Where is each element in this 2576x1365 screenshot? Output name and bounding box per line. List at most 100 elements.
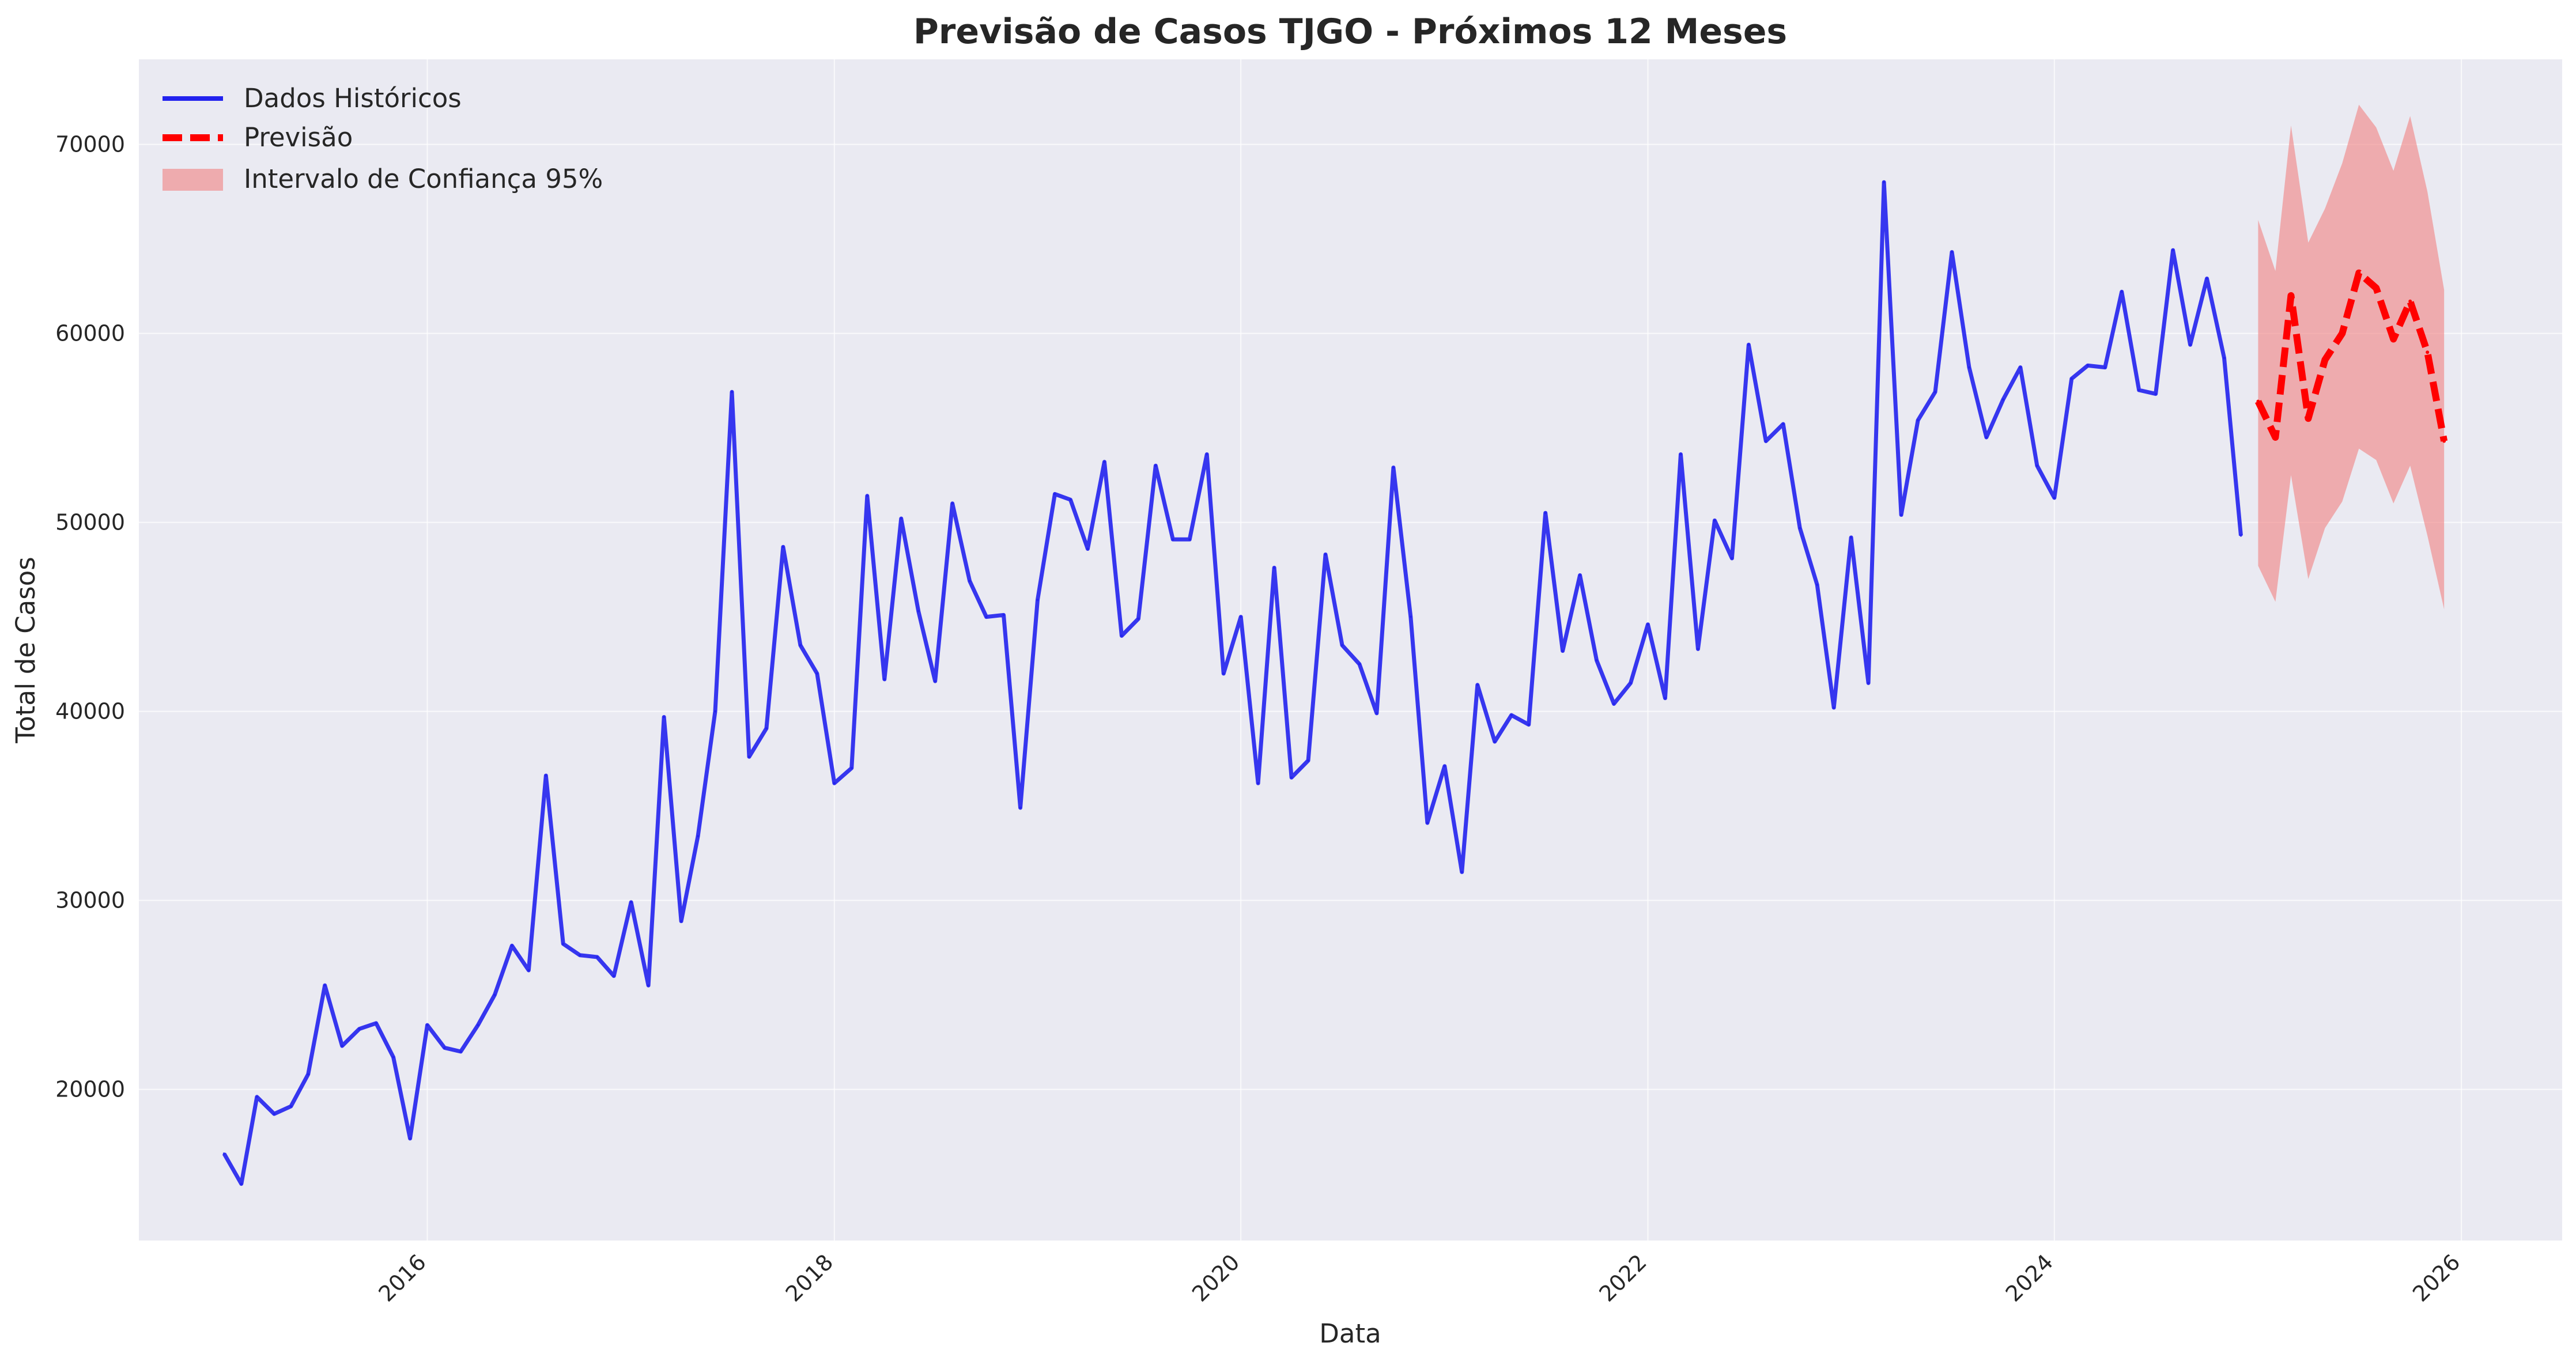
- historical-point: [1019, 806, 1022, 809]
- legend-swatch-interval: [163, 169, 223, 191]
- historical-point: [1883, 181, 1886, 184]
- historical-point: [2171, 249, 2174, 252]
- historical-point: [1816, 583, 1819, 586]
- y-tick-label: 40000: [55, 699, 125, 724]
- historical-point: [1646, 623, 1649, 626]
- historical-point: [781, 546, 784, 549]
- historical-point: [1934, 391, 1937, 394]
- historical-point: [1206, 453, 1208, 456]
- historical-point: [1985, 436, 1988, 438]
- confidence-band-area: [2258, 104, 2445, 610]
- historical-point: [1257, 782, 1260, 785]
- historical-point: [1867, 682, 1870, 685]
- historical-point: [1290, 776, 1293, 779]
- forecast-line: [2255, 269, 2448, 442]
- historical-point: [1120, 634, 1123, 637]
- historical-point: [222, 1152, 225, 1155]
- historical-point: [934, 680, 936, 683]
- plot-background: [139, 59, 2562, 1241]
- historical-point: [1900, 513, 1903, 516]
- historical-point: [1188, 538, 1191, 541]
- historical-point: [951, 502, 954, 505]
- historical-point: [1629, 682, 1632, 685]
- historical-point: [1782, 423, 1785, 426]
- historical-point: [1069, 498, 1072, 501]
- historical-point: [493, 993, 496, 996]
- historical-point: [1392, 466, 1395, 469]
- historical-point: [1765, 440, 1767, 443]
- forecast-point: [2323, 358, 2327, 362]
- historical-point: [409, 1137, 411, 1140]
- historical-point: [1799, 527, 1801, 530]
- historical-point: [2189, 343, 2192, 346]
- historical-point: [2137, 389, 2140, 391]
- historical-point: [2223, 357, 2226, 360]
- historical-point: [900, 517, 902, 520]
- chart-title: Previsão de Casos TJGO - Próximos 12 Mes…: [913, 12, 1787, 52]
- historical-point: [358, 1027, 361, 1030]
- x-tick-label: 2026: [2408, 1249, 2465, 1307]
- historical-point: [1679, 453, 1682, 456]
- historical-point: [1697, 648, 1699, 651]
- x-axis-label: Data: [1319, 1318, 1381, 1349]
- historical-point: [2086, 364, 2089, 367]
- forecast-point: [2357, 271, 2361, 275]
- historical-point: [883, 678, 886, 680]
- historical-point: [1595, 659, 1598, 662]
- historical-point: [1053, 493, 1056, 496]
- historical-point: [2120, 290, 2123, 293]
- historical-point: [985, 615, 988, 618]
- historical-point: [2103, 366, 2106, 369]
- historical-point: [850, 767, 853, 769]
- x-tick-label: 2020: [1187, 1249, 1245, 1307]
- historical-point: [2070, 377, 2073, 380]
- forecast-point: [2306, 417, 2310, 421]
- x-tick-label: 2024: [2001, 1249, 2058, 1307]
- historical-point: [1222, 672, 1225, 675]
- historical-point: [1713, 519, 1716, 522]
- historical-point: [1154, 464, 1157, 467]
- historical-point: [833, 782, 836, 785]
- historical-point: [341, 1045, 343, 1048]
- forecast-point: [2392, 337, 2396, 341]
- historical-point: [1476, 683, 1479, 686]
- historical-point: [1409, 615, 1412, 618]
- historical-point: [815, 672, 818, 675]
- historical-point: [1664, 697, 1667, 699]
- historical-point: [2035, 464, 2038, 467]
- forecast-point: [2426, 350, 2430, 354]
- legend-label-forecast: Previsão: [244, 122, 353, 153]
- historical-point: [273, 1113, 275, 1116]
- y-tick-label: 50000: [55, 510, 125, 535]
- y-tick-label: 30000: [55, 888, 125, 913]
- historical-point: [1527, 723, 1530, 726]
- legend-label-historical: Dados Históricos: [244, 83, 462, 114]
- historical-point: [459, 1050, 462, 1053]
- historical-point: [1443, 765, 1446, 767]
- historical-point: [1002, 614, 1005, 617]
- x-tick-label: 2018: [781, 1249, 838, 1307]
- forecast-point: [2442, 439, 2446, 443]
- historical-point: [731, 391, 734, 394]
- legend-label-interval: Intervalo de Confiança 95%: [244, 164, 603, 194]
- x-tick-label: 2022: [1594, 1249, 1652, 1307]
- historical-point: [765, 727, 768, 730]
- historical-point: [289, 1105, 292, 1108]
- historical-point: [1544, 512, 1547, 515]
- historical-line: [222, 180, 2243, 1186]
- historical-point: [1086, 547, 1089, 550]
- historical-point: [714, 710, 717, 713]
- historical-point: [2053, 496, 2056, 499]
- historical-point: [375, 1022, 377, 1024]
- historical-point: [917, 610, 920, 612]
- historical-point: [697, 835, 700, 838]
- historical-point: [1747, 343, 1750, 346]
- historical-point: [562, 943, 565, 946]
- historical-point: [426, 1024, 429, 1027]
- historical-point: [1137, 617, 1140, 620]
- historical-point: [1273, 566, 1276, 569]
- historical-point: [613, 974, 615, 977]
- historical-point: [663, 716, 666, 719]
- historical-point: [747, 755, 750, 758]
- historical-point: [545, 774, 547, 777]
